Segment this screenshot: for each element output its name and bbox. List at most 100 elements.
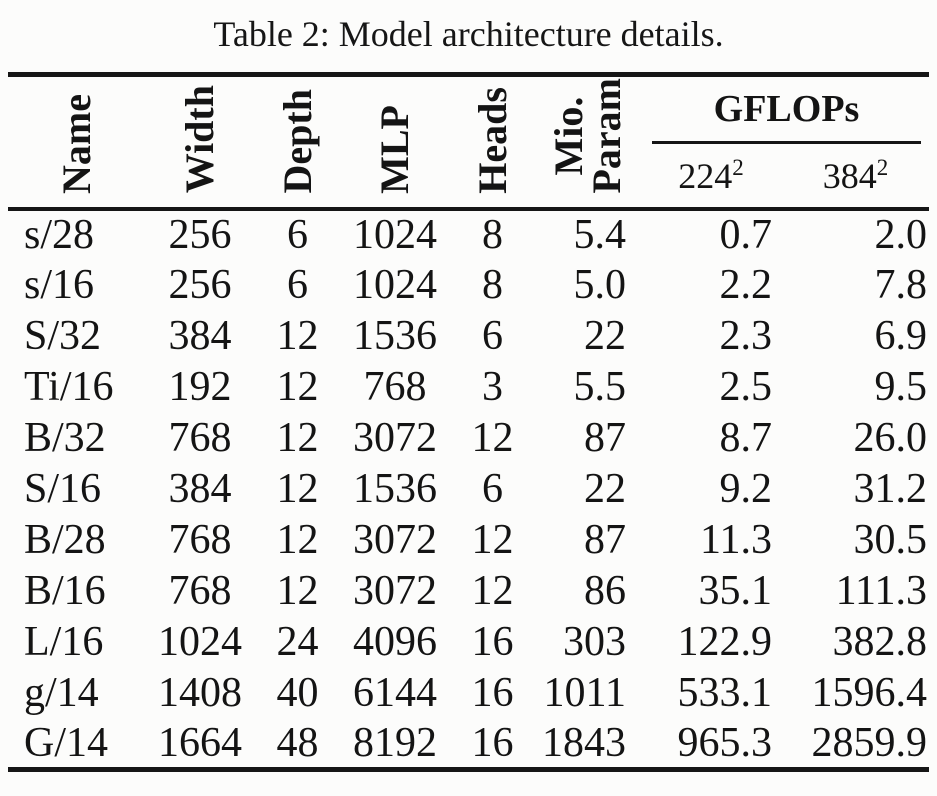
cell-gflops-384: 30.5	[853, 517, 928, 563]
cell-depth: 40	[276, 670, 319, 716]
table-row: B/32 768 12 3072 12 87 8.7 26.0	[8, 413, 929, 464]
cell-width: 1024	[158, 619, 242, 665]
col-header-width: Width	[145, 75, 255, 209]
table-row: s/28 256 6 1024 8 5.4 0.7 2.0	[8, 209, 929, 260]
cell-gflops-384: 9.5	[874, 364, 928, 410]
cell-depth: 48	[276, 719, 319, 766]
cell-mlp: 3072	[353, 517, 437, 563]
arch-table: Name Width Depth MLP Heads Mio. Par	[8, 72, 929, 772]
cell-width: 384	[168, 466, 232, 512]
cell-name: S/32	[24, 313, 102, 359]
cell-heads: 8	[482, 212, 503, 258]
cell-width: 192	[168, 364, 232, 410]
cell-depth: 6	[287, 212, 308, 258]
cell-gflops-224: 965.3	[677, 719, 773, 766]
subcol-384-sup: 2	[876, 154, 889, 180]
cell-heads: 12	[471, 415, 514, 461]
table-row: L/16 1024 24 4096 16 303 122.9 382.8	[8, 617, 929, 668]
cell-depth: 12	[276, 415, 319, 461]
cell-mlp: 3072	[353, 568, 437, 614]
table-row: G/14 1664 48 8192 16 1843 965.3 2859.9	[8, 719, 929, 770]
cell-width: 768	[168, 568, 232, 614]
cell-gflops-224: 11.3	[700, 517, 772, 563]
col-header-name-label: Name	[53, 93, 99, 194]
cell-gflops-384: 6.9	[874, 313, 928, 359]
cell-gflops-384: 2859.9	[811, 719, 928, 766]
page: Table 2: Model architecture details. Nam…	[0, 12, 937, 772]
table-row: B/28 768 12 3072 12 87 11.3 30.5	[8, 515, 929, 566]
gflops-group-label: GFLOPs	[713, 88, 860, 130]
col-header-mlp: MLP	[340, 75, 450, 209]
table-row: Ti/16 192 12 768 3 5.5 2.5 9.5	[8, 362, 929, 413]
cell-mlp: 8192	[353, 719, 437, 766]
cell-name: B/28	[24, 517, 106, 563]
cell-gflops-384: 1596.4	[811, 670, 928, 716]
cell-name: s/16	[24, 262, 95, 308]
cell-mio-param: 86	[584, 568, 626, 614]
cell-gflops-384: 31.2	[853, 466, 928, 512]
cell-heads: 12	[471, 568, 514, 614]
col-header-mio-param-label: Mio. Param	[545, 77, 629, 194]
cell-heads: 16	[471, 670, 514, 716]
cell-gflops-224: 2.3	[719, 313, 773, 359]
subcol-224-sup: 2	[732, 154, 744, 180]
cell-heads: 12	[471, 517, 514, 563]
col-header-mio-line1: Mio.	[545, 96, 591, 176]
cell-width: 256	[168, 262, 232, 308]
cell-depth: 12	[276, 517, 319, 563]
cell-depth: 24	[276, 619, 319, 665]
col-header-mio-param: Mio. Param	[535, 75, 640, 209]
cell-heads: 16	[471, 619, 514, 665]
cell-depth: 6	[287, 262, 308, 308]
cell-width: 384	[168, 313, 232, 359]
cell-mio-param: 1843	[542, 719, 626, 766]
cell-mio-param: 87	[584, 415, 626, 461]
cell-width: 1408	[158, 670, 242, 716]
cell-gflops-384: 111.3	[835, 568, 927, 614]
cell-mlp: 1536	[353, 466, 437, 512]
cell-mio-param: 5.0	[573, 262, 627, 308]
cell-name: Ti/16	[24, 364, 114, 410]
table-row: S/32 384 12 1536 6 22 2.3 6.9	[8, 311, 929, 362]
cell-depth: 12	[276, 313, 319, 359]
cell-name: G/14	[24, 719, 108, 766]
col-header-width-label: Width	[177, 85, 222, 194]
cell-mio-param: 5.5	[573, 364, 627, 410]
cell-depth: 12	[276, 568, 319, 614]
cell-gflops-224: 2.5	[719, 364, 773, 410]
subcol-header-384: 3842	[782, 145, 929, 209]
col-header-depth: Depth	[255, 75, 340, 209]
cell-heads: 8	[482, 262, 503, 308]
cell-mio-param: 22	[584, 466, 626, 512]
col-header-mio-line2: Param	[583, 77, 629, 194]
cell-width: 768	[168, 517, 232, 563]
cell-gflops-224: 35.1	[698, 568, 773, 614]
cell-depth: 12	[276, 466, 319, 512]
cell-width: 256	[168, 212, 232, 258]
cell-name: g/14	[24, 670, 99, 716]
cell-gflops-384: 26.0	[853, 415, 928, 461]
cell-mio-param: 303	[563, 619, 626, 665]
col-header-heads: Heads	[450, 75, 535, 209]
col-header-heads-label: Heads	[469, 86, 515, 194]
cell-gflops-384: 7.8	[874, 262, 928, 308]
cell-name: L/16	[24, 619, 104, 665]
cell-mlp: 1024	[353, 212, 437, 258]
cell-mio-param: 87	[584, 517, 626, 563]
table-title: Table 2: Model architecture details.	[213, 14, 724, 54]
gflops-group-header: GFLOPs	[640, 75, 929, 145]
subcol-header-224: 2242	[640, 145, 782, 209]
cell-gflops-224: 8.7	[719, 415, 773, 461]
cell-mlp: 3072	[353, 415, 437, 461]
cell-name: B/32	[24, 415, 106, 461]
cell-name: B/16	[24, 568, 106, 614]
cell-gflops-224: 9.2	[719, 466, 773, 512]
table-row: g/14 1408 40 6144 16 1011 533.1 1596.4	[8, 668, 929, 719]
cell-mlp: 1024	[353, 262, 437, 308]
cell-width: 768	[168, 415, 232, 461]
col-header-mlp-label: MLP	[372, 104, 417, 194]
cell-mlp: 6144	[353, 670, 437, 716]
cell-gflops-384: 2.0	[874, 212, 928, 258]
table-row: B/16 768 12 3072 12 86 35.1 111.3	[8, 566, 929, 617]
cell-heads: 6	[482, 313, 503, 359]
